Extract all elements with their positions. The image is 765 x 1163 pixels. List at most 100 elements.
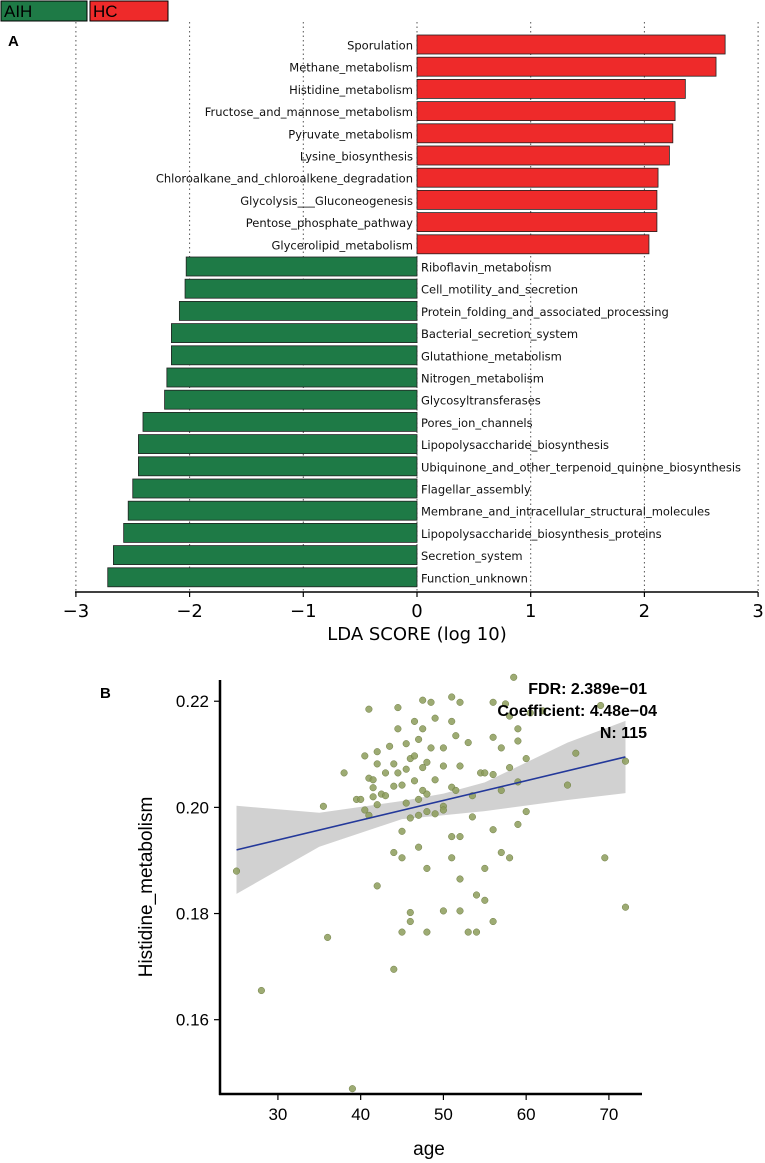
scatter-point bbox=[431, 776, 439, 784]
bar bbox=[123, 523, 418, 543]
scatter-point bbox=[563, 781, 572, 789]
scatter-point bbox=[373, 801, 381, 809]
x-axis-title-b: age bbox=[413, 1139, 445, 1160]
y-tick-label: 0.22 bbox=[176, 692, 209, 711]
scatter-point bbox=[390, 760, 398, 768]
x-axis-title: LDA SCORE (log 10) bbox=[327, 624, 506, 645]
scatter-point bbox=[456, 907, 464, 915]
lda-chart: AIH HC A Sporulation Methane_metabolism Hi… bbox=[0, 0, 764, 645]
scatter-point bbox=[406, 917, 414, 926]
scatter-point bbox=[415, 843, 423, 851]
bar bbox=[416, 34, 726, 55]
scatter-point bbox=[489, 698, 497, 706]
scatter-point bbox=[369, 784, 377, 792]
x-tick-label: 3 bbox=[752, 601, 763, 622]
scatter-point bbox=[497, 848, 505, 857]
scatter-point bbox=[427, 698, 435, 706]
bar-label: Flagellar_assembly bbox=[421, 483, 531, 497]
scatter-point bbox=[423, 758, 431, 766]
scatter-point bbox=[410, 717, 419, 725]
legend-swatch-hc bbox=[89, 0, 169, 22]
x-tick-label: 2 bbox=[639, 601, 650, 622]
scatter-point bbox=[369, 793, 377, 801]
scatter-point bbox=[497, 786, 505, 794]
scatter-point bbox=[410, 752, 419, 760]
x-tick-label: −3 bbox=[63, 601, 90, 622]
scatter-point bbox=[324, 933, 332, 941]
x-tick-label: 40 bbox=[351, 1105, 370, 1124]
x-tick-label: 0 bbox=[411, 601, 422, 622]
scatter-point bbox=[510, 673, 518, 681]
scatter-point bbox=[390, 782, 398, 790]
scatter-point bbox=[597, 701, 605, 710]
x-tick-label: 1 bbox=[525, 601, 536, 622]
bar bbox=[416, 101, 676, 121]
scatter-point bbox=[472, 891, 481, 899]
scatter-point bbox=[539, 707, 547, 715]
scatter-point bbox=[456, 762, 464, 770]
bar bbox=[416, 123, 674, 144]
bar bbox=[416, 56, 717, 77]
x-tick-label: −1 bbox=[290, 601, 317, 622]
x-tick-label: 70 bbox=[599, 1105, 618, 1124]
scatter-point bbox=[522, 808, 530, 816]
x-tick-label: 60 bbox=[517, 1105, 536, 1124]
scatter-point bbox=[402, 740, 410, 748]
scatter-point bbox=[398, 781, 406, 789]
scatter-point bbox=[319, 802, 327, 810]
bar-label: Pyruvate_metabolism bbox=[288, 127, 413, 141]
y-axis-title-b: Histidine_metabolism bbox=[136, 797, 157, 978]
scatter-point bbox=[431, 714, 439, 722]
bar bbox=[416, 234, 650, 255]
regression-line bbox=[236, 756, 626, 851]
scatter-point bbox=[489, 826, 497, 834]
bar bbox=[185, 256, 418, 277]
scatter-point bbox=[497, 744, 505, 752]
scatter-point bbox=[514, 725, 522, 733]
bar-label: Bacterial_secretion_system bbox=[421, 327, 578, 341]
bar-label: Lysine_biosynthesis bbox=[300, 150, 413, 164]
bar-label: Pores_ion_channels bbox=[421, 416, 533, 430]
scatter-point bbox=[402, 799, 410, 807]
scatter-point bbox=[398, 928, 406, 936]
scatter-point bbox=[452, 732, 460, 740]
scatter-point bbox=[381, 792, 390, 800]
scatter-point bbox=[402, 765, 410, 773]
scatter-point bbox=[439, 744, 447, 752]
bar bbox=[184, 278, 418, 299]
scatter-point bbox=[448, 717, 456, 725]
bar-label: Membrane_and_intracellular_structural_mo… bbox=[421, 505, 710, 519]
scatter-point bbox=[481, 769, 489, 777]
scatter-point bbox=[373, 760, 381, 768]
scatter-point bbox=[390, 965, 398, 973]
legend-label-aih: AIH bbox=[4, 2, 32, 21]
scatter-point bbox=[501, 700, 510, 708]
scatter-point bbox=[257, 986, 265, 995]
scatter-point bbox=[340, 769, 348, 777]
scatter-point bbox=[348, 1085, 356, 1093]
x-tick-label: 30 bbox=[268, 1105, 287, 1124]
bar bbox=[132, 478, 418, 499]
bar bbox=[416, 79, 686, 99]
bar bbox=[166, 367, 418, 388]
scatter-point bbox=[448, 854, 456, 862]
scatter-point bbox=[419, 764, 427, 772]
scatter-point bbox=[456, 875, 464, 883]
bar bbox=[416, 212, 658, 233]
annotation-fdr: FDR: 2.389e−01 bbox=[528, 681, 647, 698]
bar bbox=[171, 323, 418, 344]
panel-label-b: B bbox=[100, 685, 111, 702]
bar bbox=[416, 167, 659, 188]
scatter-point bbox=[361, 806, 369, 814]
scatter-point bbox=[361, 752, 369, 760]
bar bbox=[113, 545, 418, 565]
x-axis-ticks-b: 30 40 50 60 70 bbox=[268, 1094, 618, 1124]
scatter-point bbox=[415, 795, 423, 803]
bar-label: Glycolysis___Gluconeogenesis bbox=[240, 194, 413, 208]
bar-label: Cell_motility_and_secretion bbox=[421, 283, 578, 297]
bar-label: Pentose_phosphate_pathway bbox=[246, 216, 413, 230]
legend-swatch-aih bbox=[0, 0, 88, 22]
scatter-point bbox=[423, 864, 431, 872]
bar bbox=[138, 434, 418, 455]
scatter-point bbox=[365, 705, 373, 713]
